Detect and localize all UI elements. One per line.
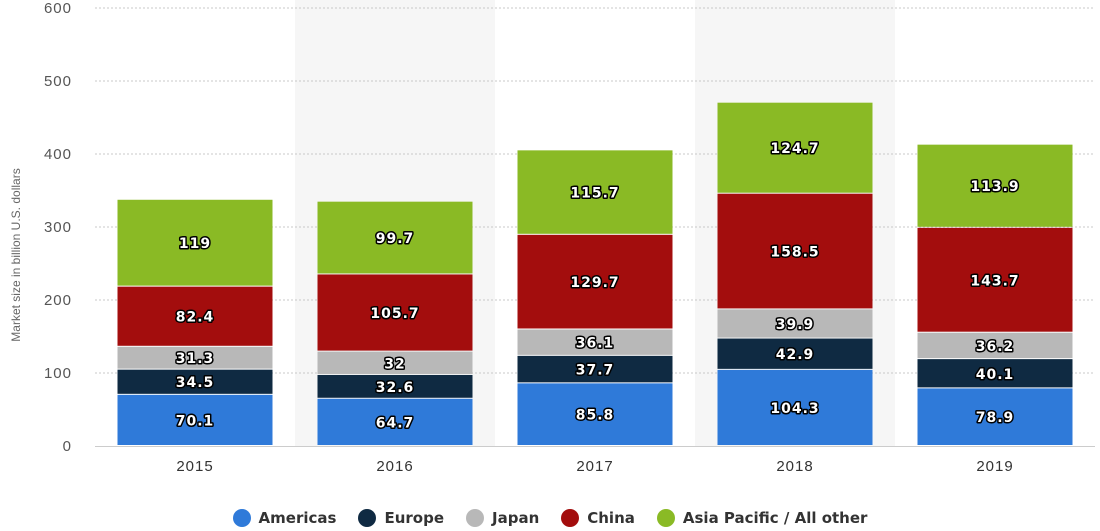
- bar-europe-2017: [517, 355, 673, 383]
- legend-swatch-icon: [656, 509, 675, 527]
- legend-label: Americas: [258, 509, 337, 527]
- bar-asia-pacific-all-other-2017: [517, 150, 673, 234]
- data-label-asia-pacific-all-other-2018: 124.7: [770, 141, 819, 157]
- legend: Americas Europe Japan China Asia Pacific / A…: [0, 509, 1100, 527]
- data-label-americas-2018: 104.3: [770, 401, 819, 417]
- data-label-japan-2018: 39.9: [776, 317, 815, 333]
- data-label-americas-2017: 85.8: [576, 408, 615, 424]
- legend-item-china[interactable]: China: [561, 509, 635, 527]
- bar-china-2019: [917, 227, 1073, 332]
- bar-china-2016: [317, 274, 473, 351]
- y-tick-label: 100: [44, 365, 72, 382]
- data-label-europe-2015: 34.5: [176, 375, 215, 391]
- data-label-europe-2016: 32.6: [376, 380, 415, 396]
- data-label-china-2017: 129.7: [570, 275, 619, 291]
- bar-americas-2018: [717, 369, 873, 445]
- data-label-asia-pacific-all-other-2017: 115.7: [570, 186, 619, 202]
- legend-swatch-icon: [466, 509, 484, 527]
- bar-japan-2019: [917, 332, 1073, 359]
- bar-europe-2015: [117, 369, 273, 394]
- legend-label: Asia Pacific / All other: [682, 509, 868, 527]
- legend-swatch-icon: [561, 509, 580, 527]
- legend-swatch-icon: [232, 509, 251, 527]
- bar-americas-2015: [117, 394, 273, 445]
- bar-segments: [117, 102, 1073, 445]
- x-tick-label: 2018: [776, 458, 813, 475]
- bar-americas-2017: [517, 383, 673, 445]
- x-tick-label: 2016: [376, 458, 413, 475]
- data-label-japan-2015: 31.3: [176, 351, 215, 367]
- legend-item-asia-pacific-all-other[interactable]: Asia Pacific / All other: [656, 509, 868, 527]
- y-tick-label: 400: [44, 146, 72, 163]
- data-label-china-2019: 143.7: [970, 273, 1019, 289]
- data-label-europe-2018: 42.9: [776, 347, 815, 363]
- bar-china-2018: [717, 193, 873, 309]
- data-label-asia-pacific-all-other-2015: 119: [179, 236, 211, 252]
- legend-label: Europe: [384, 509, 444, 527]
- y-tick-label: 200: [44, 292, 72, 309]
- data-label-japan-2019: 36.2: [976, 339, 1015, 355]
- y-tick-label: 600: [44, 0, 72, 17]
- bar-europe-2016: [317, 374, 473, 398]
- y-tick-label: 0: [63, 438, 72, 455]
- bar-americas-2016: [317, 398, 473, 445]
- bar-asia-pacific-all-other-2018: [717, 102, 873, 193]
- data-label-asia-pacific-all-other-2019: 113.9: [970, 179, 1019, 195]
- data-label-asia-pacific-all-other-2016: 99.7: [376, 231, 415, 247]
- bar-japan-2017: [517, 329, 673, 355]
- y-axis-ticks: 0 100 200 300 400 500 600: [44, 0, 72, 455]
- data-label-china-2016: 105.7: [370, 306, 419, 322]
- bar-americas-2019: [917, 388, 1073, 445]
- y-tick-label: 500: [44, 73, 72, 90]
- data-label-china-2015: 82.4: [176, 310, 215, 326]
- bar-asia-pacific-all-other-2019: [917, 144, 1073, 227]
- bar-china-2015: [117, 286, 273, 346]
- bar-japan-2016: [317, 351, 473, 374]
- bar-europe-2018: [717, 338, 873, 369]
- legend-item-japan[interactable]: Japan: [466, 509, 539, 527]
- data-labels: 70.1 34.5 31.3 82.4 119 64.7 32.6 32 105.7 99.7 85…: [174, 140, 1020, 433]
- bar-asia-pacific-all-other-2015: [117, 199, 273, 286]
- y-tick-label: 300: [44, 219, 72, 236]
- data-label-europe-2019: 40.1: [976, 367, 1015, 383]
- x-tick-label: 2015: [176, 458, 213, 475]
- legend-label: China: [587, 509, 635, 527]
- data-label-japan-2016: 32: [384, 356, 405, 372]
- data-label-americas-2015: 70.1: [176, 413, 215, 429]
- x-tick-label: 2019: [976, 458, 1013, 475]
- bar-china-2017: [517, 234, 673, 329]
- bar-japan-2018: [717, 309, 873, 338]
- x-tick-label: 2017: [576, 458, 613, 475]
- x-axis-ticks: 2015 2016 2017 2018 2019: [176, 458, 1013, 475]
- data-label-europe-2017: 37.7: [576, 363, 615, 379]
- data-label-china-2018: 158.5: [770, 245, 819, 261]
- legend-item-europe[interactable]: Europe: [358, 509, 444, 527]
- data-label-americas-2019: 78.9: [976, 410, 1015, 426]
- legend-label: Japan: [492, 509, 540, 527]
- bar-asia-pacific-all-other-2016: [317, 201, 473, 274]
- data-label-americas-2016: 64.7: [376, 415, 415, 431]
- bar-japan-2015: [117, 346, 273, 369]
- legend-swatch-icon: [358, 509, 377, 527]
- y-axis-label: Market size in billion U.S. dollars: [9, 168, 23, 341]
- legend-item-americas[interactable]: Americas: [232, 509, 337, 527]
- bar-europe-2019: [917, 359, 1073, 388]
- data-label-japan-2017: 36.1: [576, 336, 615, 352]
